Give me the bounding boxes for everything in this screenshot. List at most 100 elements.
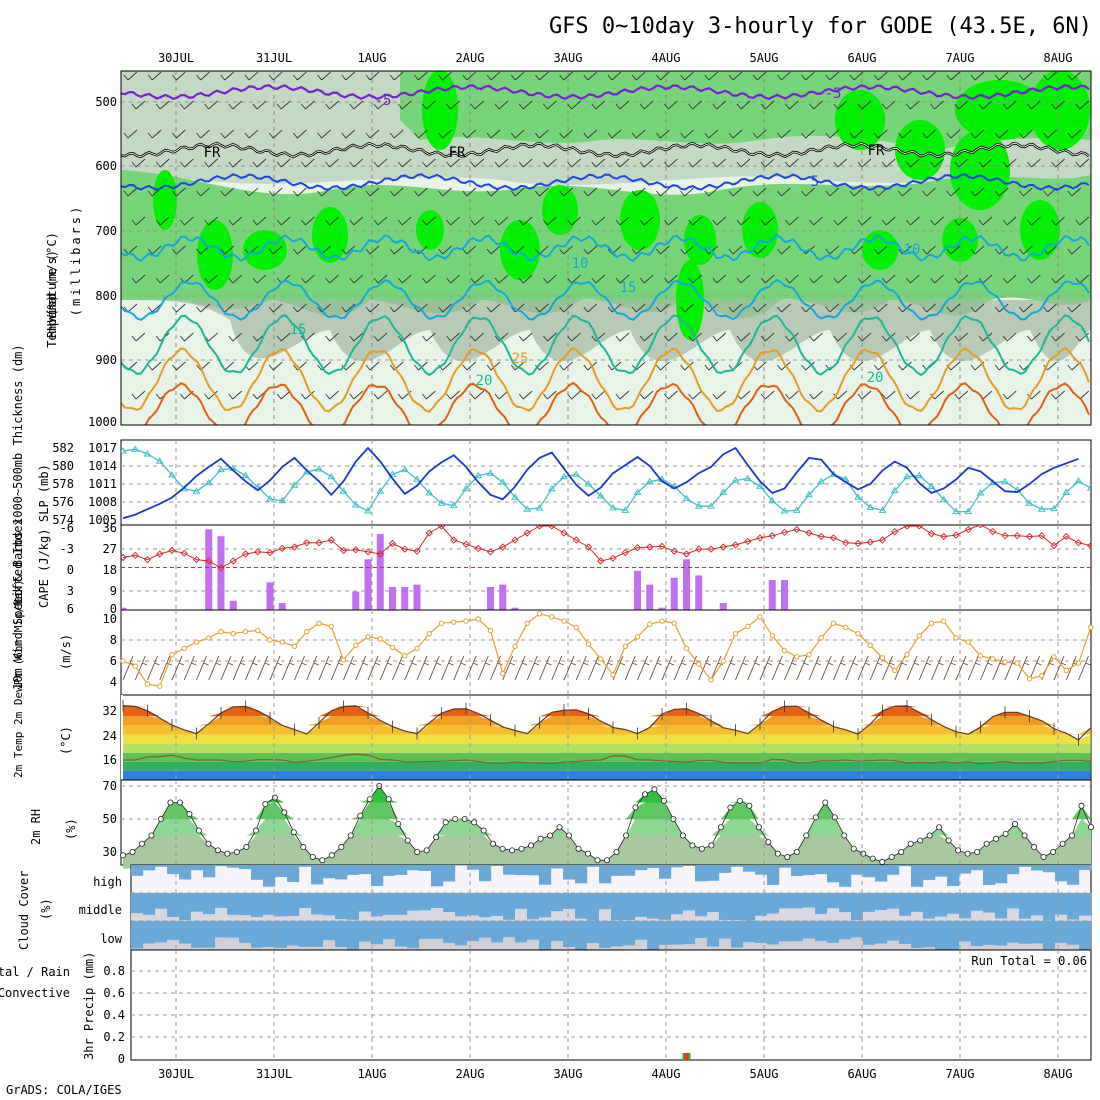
cloud-mid [503,893,516,921]
lifted-point [842,539,850,547]
rh-bright-patch [835,90,885,150]
rh2m-point [499,845,506,852]
tick-label: 0.4 [103,1008,125,1022]
cloud-mid [659,893,672,921]
wind-barb [518,274,533,284]
upper-ylabel-temp: Temperature (°C) [45,232,59,348]
cloud-low [995,921,1008,950]
rh-bright-patch [542,185,578,235]
slp-ticks: 582 580 578 576 574 1017 1014 1011 1008 1005 [52,441,117,527]
wind10-barb [477,655,491,681]
wind-barb [414,71,428,81]
tick-label: 900 [95,353,117,367]
tick-label: 9 [110,584,117,598]
contour-label: 5 [811,174,819,190]
top-date-label: 7AUG [946,51,975,65]
slp-series [121,445,1091,520]
wind-barb [446,158,460,168]
wind10-point [879,655,886,661]
wind10-barb [784,655,797,681]
tick-label: 800 [95,289,117,303]
cape-bar [683,559,690,610]
wind-barb [664,100,678,110]
wind10-point [561,618,567,624]
wind-barb [825,187,840,197]
precip-panel: 0.8 0.6 0.4 0.2 0 Run Total = 0.06 Total / R… [0,949,1092,1066]
wind10-point [267,637,273,643]
wind-barb [204,158,218,168]
slp-point [560,472,568,480]
slp-point [121,447,127,454]
wind-barb [131,332,146,342]
wind10-point [598,656,604,662]
wind-barb [389,303,404,313]
rh2m-point [385,796,392,803]
wind10-barb [208,655,221,681]
wind-barb [922,187,936,197]
rh-gray-lower-band [121,300,1091,362]
wind10-barb [673,655,687,681]
precip-bar-convective [684,1053,689,1060]
wind-barb [873,129,888,139]
tick-label: 36 [103,521,117,535]
wind-barb [293,71,307,81]
wind10-point [732,631,739,637]
wind-barb [736,216,751,226]
wind-barb [615,100,630,110]
lifted-point [364,548,372,556]
cloud-low [575,921,588,950]
slp-point [694,502,703,509]
lifted-point [266,548,274,557]
cloud-low-gap [263,946,276,950]
wind-barb [438,303,452,313]
lifted-point [1087,541,1091,550]
cloud-mid [527,893,540,921]
wind-barb [494,158,509,168]
wind-barb [881,158,896,168]
cloud-low [143,921,156,950]
wind-barb [688,100,702,110]
cloud-high [575,865,588,884]
wind-barb [373,274,388,284]
wind-barb [131,390,146,400]
wind-barb [712,158,727,168]
wind-barb [704,187,719,197]
wind-barb [639,100,654,110]
bottom-date-label: 5AUG [750,1067,779,1081]
wind-barb [510,71,525,81]
rh2m-point [698,845,705,852]
wind-barb [704,245,719,255]
wind10-point [438,620,445,626]
wind-barb [1051,390,1065,400]
rh2m-point [964,850,971,857]
rh-bright-patch [676,260,704,340]
wind-barb [1051,216,1065,226]
wind10-barb [294,655,307,681]
lifted-point [560,529,568,537]
cloud-high [1019,865,1032,867]
wind-barb [204,274,218,284]
wind-barb [204,216,218,226]
rh2m-point [395,820,402,827]
upper-panel: -5 -5 FR FR FR 5 10 10 15 15 20 20 25 500 600 700 800 90… [45,70,1092,429]
wind-barb [1075,332,1090,342]
cloud-low-gap [359,941,372,950]
cape-bar [634,570,641,610]
slp-point [964,507,973,515]
dewpoint-line [123,753,1091,765]
cloud-high [203,865,216,878]
wind-barb [873,71,888,81]
lifted-point [450,536,458,544]
precip-label-total: Total / Rain [0,965,70,979]
bottom-date-label: 30JUL [158,1067,194,1081]
wind-barb [567,390,581,400]
wind10-point [524,620,530,626]
wind10-point [291,643,298,649]
cloud-mid-gap [815,914,828,921]
wind-barb [760,158,775,168]
wind-barb [1002,274,1017,284]
wind-barb [930,158,944,168]
cloud-low [827,921,840,950]
slp-point [498,478,507,485]
tick-label: 10 [103,612,117,626]
